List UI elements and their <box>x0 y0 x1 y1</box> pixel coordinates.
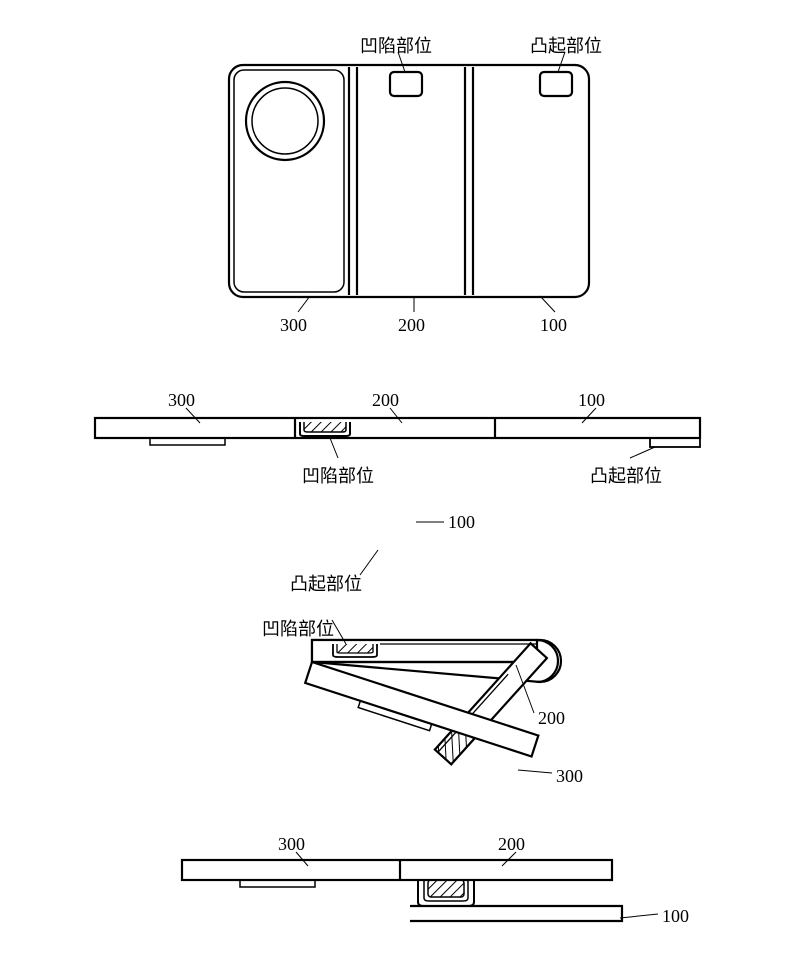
fig2-p200-label: 200 <box>372 390 399 411</box>
figure-3-folding <box>303 522 561 773</box>
fig1-p100-label: 100 <box>540 315 567 336</box>
fig2-p100-label: 100 <box>578 390 605 411</box>
fig4-p300-label: 300 <box>278 834 305 855</box>
fig3-p100-label: 100 <box>448 512 475 533</box>
fig2-convex-label: 凸起部位 <box>590 462 662 488</box>
fig1-p300-label: 300 <box>280 315 307 336</box>
fig3-p200-label: 200 <box>538 708 565 729</box>
fig1-concave-label: 凹陷部位 <box>360 32 432 58</box>
fig1-p200-label: 200 <box>398 315 425 336</box>
fig1-convex-label: 凸起部位 <box>530 32 602 58</box>
figure-4-side-folded <box>182 852 658 921</box>
fig2-p300-label: 300 <box>168 390 195 411</box>
fig2-concave-label: 凹陷部位 <box>302 462 374 488</box>
figure-2-side-flat <box>95 408 700 458</box>
fig4-p100-label: 100 <box>662 906 689 927</box>
figure-1-front-view <box>229 52 589 312</box>
fig3-concave-label: 凹陷部位 <box>262 615 334 641</box>
fig3-convex-label: 凸起部位 <box>290 570 362 596</box>
fig3-p300-label: 300 <box>556 766 583 787</box>
fig4-p200-label: 200 <box>498 834 525 855</box>
